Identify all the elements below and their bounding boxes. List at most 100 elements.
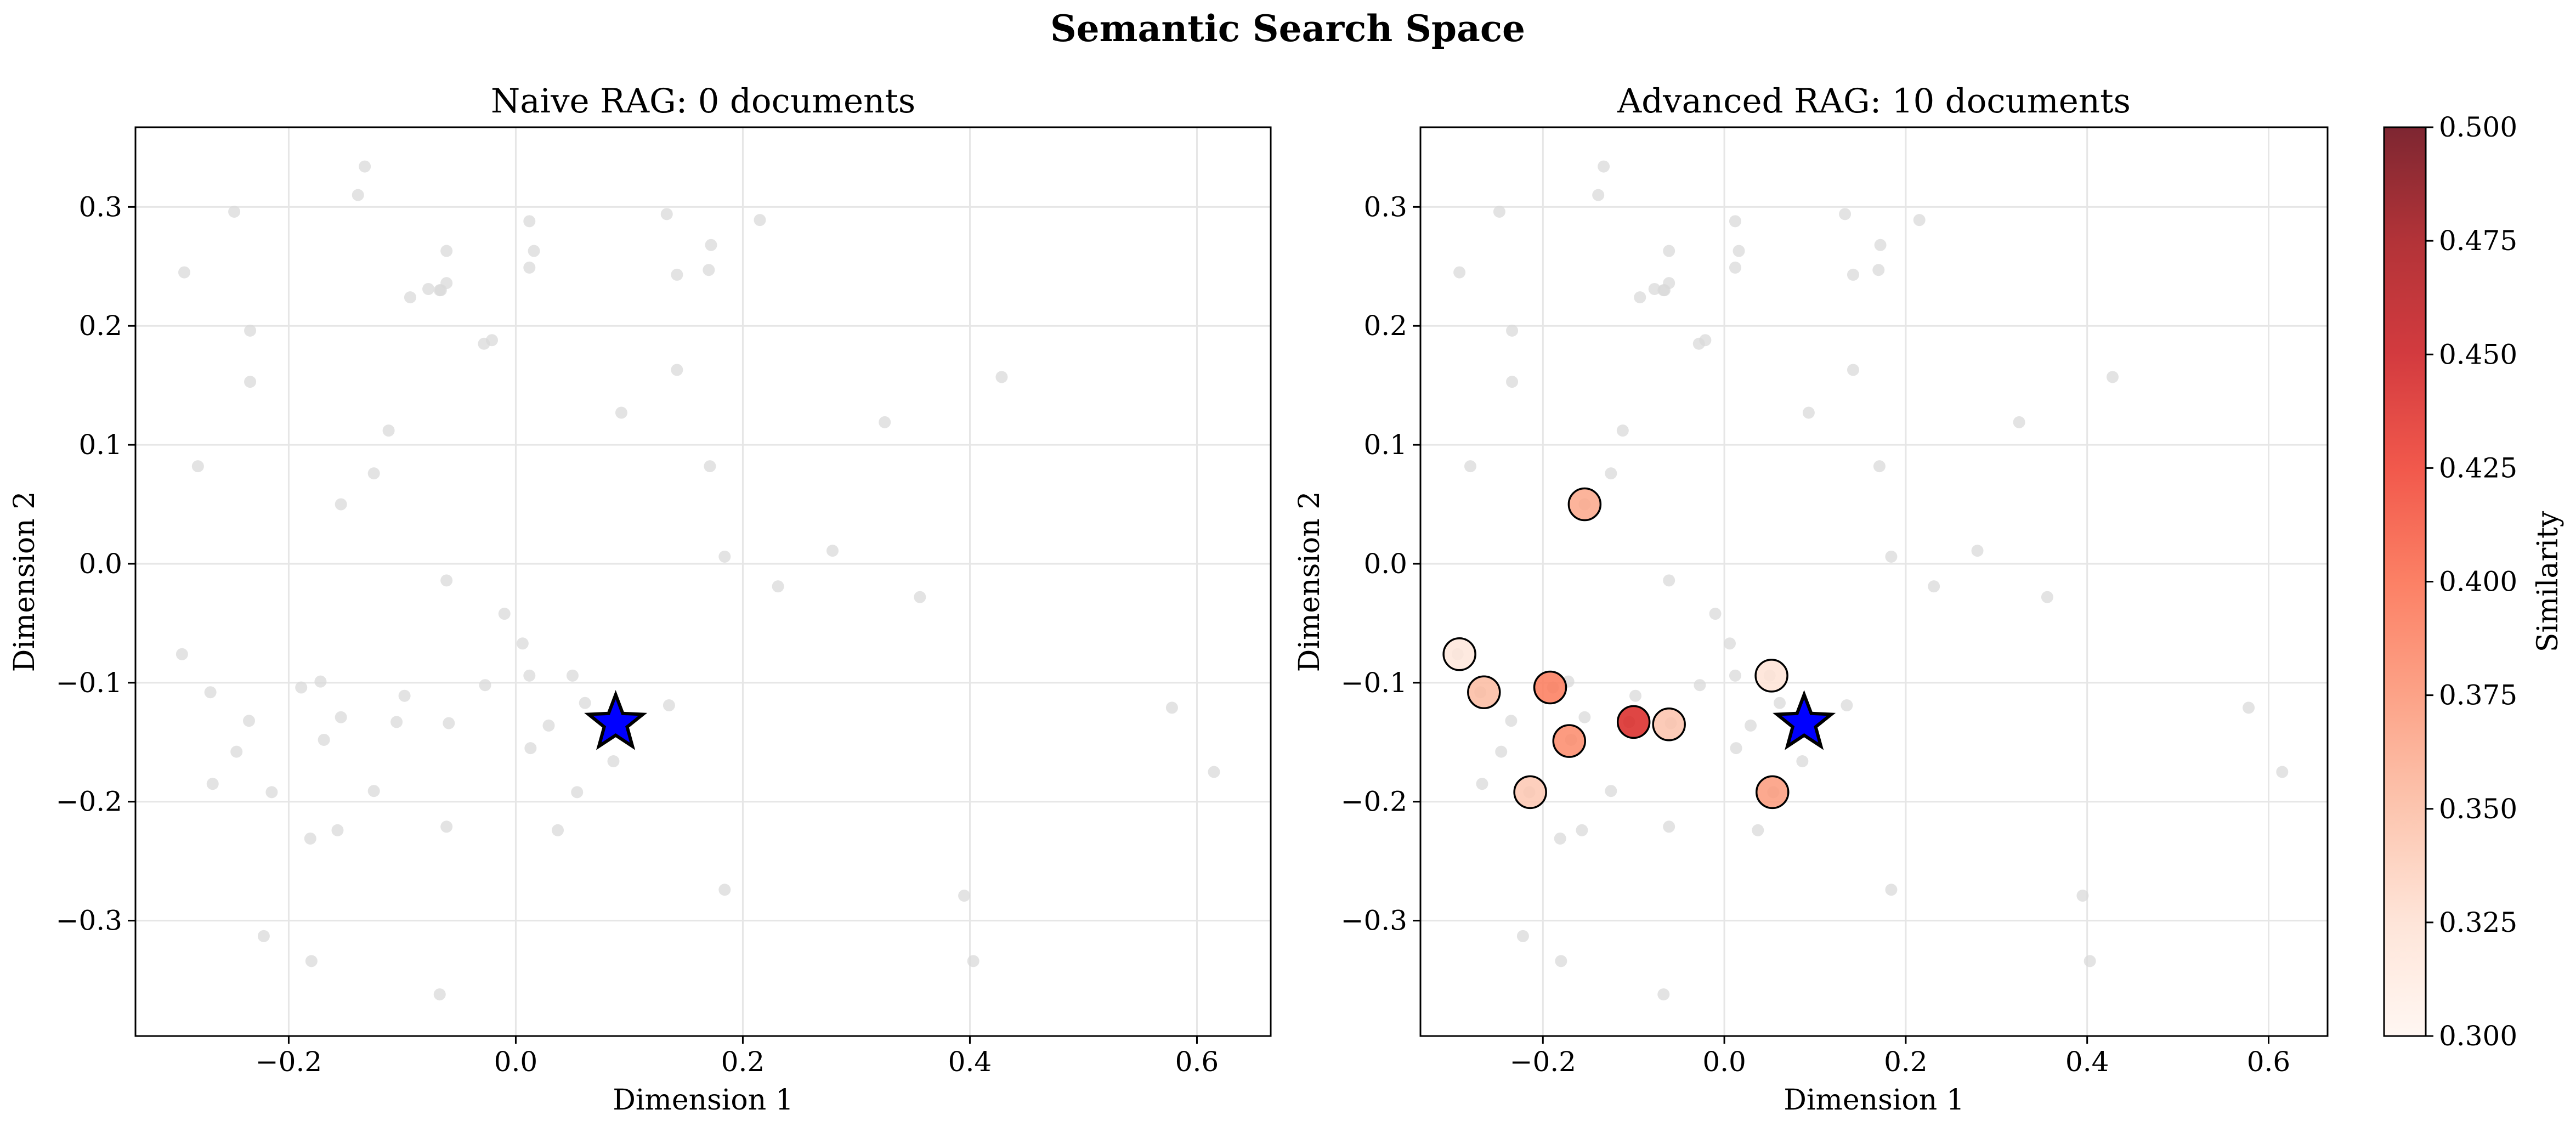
panel-title: Advanced RAG: 10 documents <box>1617 82 2131 121</box>
colorbar-tick-label: 0.475 <box>2439 225 2517 257</box>
x-tick-label: 0.6 <box>1175 1046 1219 1078</box>
y-tick-label: 0.1 <box>78 429 122 461</box>
background-document-point <box>772 580 784 592</box>
y-axis-label: Dimension 2 <box>1293 491 1326 672</box>
colorbar-gradient-bar <box>2384 127 2426 1036</box>
colorbar-tick-label: 0.350 <box>2439 793 2517 825</box>
background-document-point <box>383 424 395 437</box>
background-document-point <box>524 742 536 754</box>
colorbar-tick-label: 0.425 <box>2439 452 2517 484</box>
background-document-point <box>295 682 307 694</box>
background-document-point <box>265 786 278 798</box>
background-document-point <box>228 206 240 218</box>
retrieved-document-point <box>1756 660 1787 692</box>
background-document-point <box>704 460 716 472</box>
background-document-point <box>1841 699 1853 711</box>
background-document-point <box>1885 551 1897 563</box>
background-document-point <box>1554 833 1566 845</box>
background-document-point <box>1617 424 1629 437</box>
background-document-point <box>443 717 455 729</box>
background-document-point <box>1576 824 1588 836</box>
background-document-point <box>368 785 380 797</box>
x-tick-label: 0.2 <box>1884 1046 1928 1078</box>
colorbar-tick-label: 0.375 <box>2439 680 2517 711</box>
background-document-point <box>390 716 403 728</box>
x-tick-label: 0.0 <box>494 1046 538 1078</box>
y-tick-label: 0.1 <box>1363 429 1407 461</box>
background-document-point <box>331 824 343 836</box>
background-document-point <box>1724 637 1736 649</box>
background-document-point <box>1506 376 1518 388</box>
background-document-point <box>434 988 446 1000</box>
background-document-point <box>440 245 452 257</box>
background-document-point <box>579 697 591 709</box>
colorbar-tick-label: 0.325 <box>2439 907 2517 938</box>
y-tick-label: 0.2 <box>1363 310 1407 342</box>
background-document-point <box>1476 778 1488 790</box>
background-document-point <box>1663 574 1675 586</box>
background-document-point <box>1875 239 1887 251</box>
y-tick-label: 0.0 <box>78 548 122 580</box>
background-document-point <box>1495 746 1507 758</box>
y-axis-label: Dimension 2 <box>8 491 41 672</box>
x-axis-label: Dimension 1 <box>1784 1084 1964 1117</box>
background-document-point <box>244 376 256 388</box>
retrieved-document-point <box>1618 706 1650 738</box>
colorbar-tick-label: 0.450 <box>2439 338 2517 370</box>
background-document-point <box>2076 890 2088 902</box>
background-document-point <box>435 284 447 296</box>
background-document-point <box>422 283 434 295</box>
background-document-point <box>440 574 452 586</box>
background-document-point <box>1605 467 1617 479</box>
retrieved-document-point <box>1443 638 1475 670</box>
background-document-point <box>404 291 416 303</box>
background-document-point <box>1847 364 1859 376</box>
y-tick-label: −0.3 <box>1341 905 1407 937</box>
background-document-point <box>661 208 673 220</box>
background-document-point <box>1592 189 1604 201</box>
background-document-point <box>359 161 371 173</box>
background-document-point <box>1752 824 1764 836</box>
x-tick-label: 0.4 <box>2065 1046 2109 1078</box>
background-document-point <box>192 460 204 472</box>
background-document-point <box>230 746 242 758</box>
retrieved-document-point <box>1569 489 1600 520</box>
panel-title: Naive RAG: 0 documents <box>491 82 915 121</box>
retrieved-document-point <box>1468 676 1500 708</box>
background-document-point <box>1453 267 1465 279</box>
background-document-point <box>499 608 511 620</box>
background-document-point <box>571 786 583 798</box>
background-document-point <box>1733 245 1745 257</box>
background-document-point <box>1663 245 1675 257</box>
background-document-point <box>1796 755 1808 767</box>
background-document-point <box>314 676 326 688</box>
background-document-point <box>1873 460 1886 472</box>
background-document-point <box>718 884 731 896</box>
x-tick-label: −0.2 <box>256 1046 322 1078</box>
background-document-point <box>1663 820 1675 833</box>
background-document-point <box>607 755 619 767</box>
background-document-point <box>754 214 766 226</box>
background-document-point <box>1885 884 1897 896</box>
background-document-point <box>1745 720 1757 732</box>
colorbar-tick-label: 0.300 <box>2439 1020 2517 1052</box>
background-document-point <box>1166 701 1178 714</box>
background-document-point <box>705 239 717 251</box>
background-document-point <box>399 690 411 702</box>
background-document-point <box>1913 214 1926 226</box>
y-tick-label: 0.3 <box>1363 191 1407 223</box>
background-document-point <box>826 545 839 557</box>
background-document-point <box>1505 715 1517 727</box>
background-document-point <box>176 648 188 660</box>
background-document-point <box>2013 416 2025 428</box>
colorbar-tick-label: 0.400 <box>2439 566 2517 598</box>
background-document-point <box>1555 955 1567 967</box>
background-document-point <box>1506 325 1518 337</box>
background-document-point <box>1464 460 1476 472</box>
x-tick-label: 0.6 <box>2247 1046 2291 1078</box>
y-tick-label: 0.2 <box>78 310 122 342</box>
background-document-point <box>995 371 1007 383</box>
background-document-point <box>1699 334 1711 346</box>
y-tick-label: −0.1 <box>56 667 122 699</box>
